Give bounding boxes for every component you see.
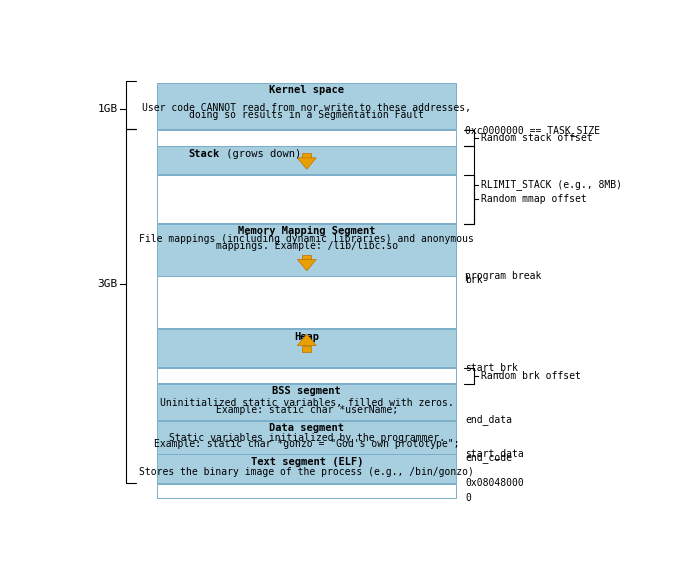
Text: Stack: Stack (189, 149, 220, 158)
Bar (157, 175, 457, 223)
Polygon shape (297, 334, 316, 345)
Text: Text segment (ELF): Text segment (ELF) (251, 457, 363, 467)
Text: Static variables initialized by the programmer.: Static variables initialized by the prog… (168, 433, 445, 443)
Text: start_brk: start_brk (465, 363, 518, 373)
Bar (157, 484, 457, 498)
Polygon shape (297, 158, 316, 169)
Text: end_data: end_data (465, 414, 512, 425)
Text: RLIMIT_STACK (e.g., 8MB): RLIMIT_STACK (e.g., 8MB) (481, 179, 622, 190)
Text: Stack: Stack (0, 569, 1, 570)
Bar (303, 153, 311, 158)
Text: Data segment: Data segment (269, 423, 345, 433)
Text: File mappings (including dynamic libraries) and anonymous: File mappings (including dynamic librari… (139, 234, 474, 244)
Text: User code CANNOT read from nor write to these addresses,: User code CANNOT read from nor write to … (142, 103, 471, 113)
Text: Random mmap offset: Random mmap offset (481, 194, 587, 205)
Text: BSS segment: BSS segment (272, 386, 341, 397)
Text: mappings. Example: /lib/libc.so: mappings. Example: /lib/libc.so (216, 241, 398, 251)
Bar (157, 454, 457, 483)
Bar (157, 421, 457, 454)
Text: program break: program break (465, 271, 541, 280)
Text: 0x08048000: 0x08048000 (465, 478, 524, 488)
Text: 1GB: 1GB (97, 104, 118, 114)
Text: (grows down): (grows down) (220, 149, 301, 158)
Bar (303, 345, 311, 352)
Text: doing so results in a Segmentation Fault: doing so results in a Segmentation Fault (189, 110, 425, 120)
Text: end_code: end_code (465, 452, 512, 463)
Bar (157, 130, 457, 145)
Text: Stores the binary image of the process (e.g., /bin/gonzo): Stores the binary image of the process (… (139, 467, 474, 477)
Text: brk: brk (465, 275, 483, 285)
Text: Random brk offset: Random brk offset (481, 371, 580, 381)
Bar (303, 255, 311, 259)
Bar (157, 83, 457, 129)
Text: Example: static char *userName;: Example: static char *userName; (216, 405, 398, 414)
Text: Example: static char *gonzo = "God's own prototype";: Example: static char *gonzo = "God's own… (154, 439, 459, 449)
Text: Random stack offset: Random stack offset (481, 133, 592, 143)
Text: Uninitialized static variables, filled with zeros.: Uninitialized static variables, filled w… (160, 398, 454, 408)
Text: 3GB: 3GB (97, 279, 118, 289)
Text: start_data: start_data (465, 448, 524, 459)
Text: Stack (grows down): Stack (grows down) (251, 149, 363, 158)
Bar (157, 368, 457, 384)
Bar (157, 329, 457, 367)
Text: 0: 0 (465, 494, 471, 503)
Text: Heap: Heap (294, 332, 319, 341)
Text: 0xc0000000 == TASK_SIZE: 0xc0000000 == TASK_SIZE (465, 125, 600, 136)
Text: Kernel space: Kernel space (269, 85, 345, 95)
Polygon shape (297, 259, 316, 271)
Bar (157, 276, 457, 328)
Bar (157, 223, 457, 276)
Bar (157, 146, 457, 174)
Bar (157, 384, 457, 420)
Text: Memory Mapping Segment: Memory Mapping Segment (238, 226, 376, 236)
